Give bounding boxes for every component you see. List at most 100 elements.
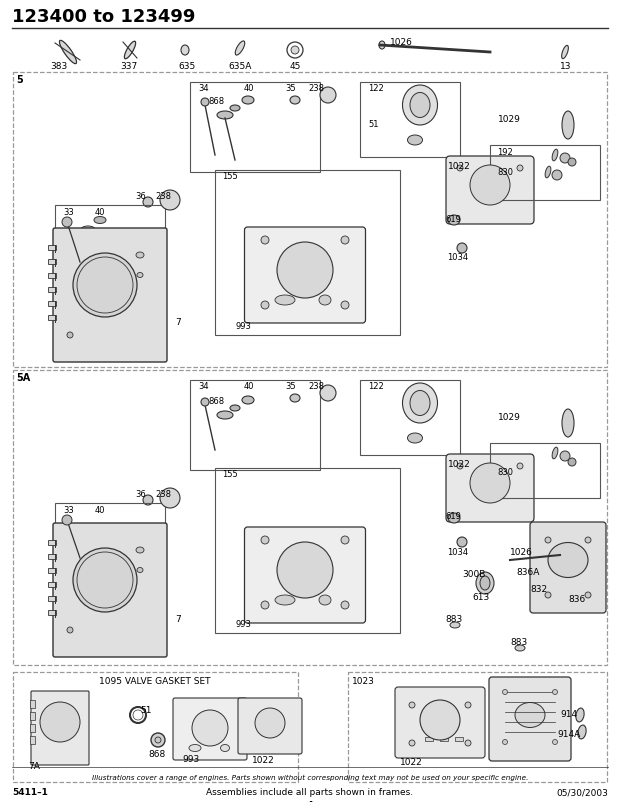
Text: Illustrations cover a range of engines. Parts shown without corresponding text m: Illustrations cover a range of engines. … — [92, 775, 528, 781]
Ellipse shape — [409, 702, 415, 708]
Bar — [48, 554, 56, 559]
Ellipse shape — [576, 708, 584, 722]
Text: 238: 238 — [155, 490, 171, 499]
Ellipse shape — [562, 46, 569, 59]
Bar — [13, 672, 298, 782]
Ellipse shape — [136, 252, 144, 258]
Bar — [48, 301, 56, 306]
Ellipse shape — [67, 332, 73, 338]
Text: 51: 51 — [368, 120, 378, 129]
Ellipse shape — [470, 165, 510, 205]
FancyBboxPatch shape — [53, 523, 167, 657]
Bar — [55, 503, 165, 568]
Ellipse shape — [420, 700, 460, 740]
Text: 868: 868 — [208, 97, 224, 106]
Ellipse shape — [125, 41, 136, 59]
Text: 35: 35 — [285, 382, 296, 391]
Bar — [55, 205, 165, 270]
Text: 993: 993 — [182, 755, 199, 764]
Ellipse shape — [457, 463, 463, 469]
Text: 4: 4 — [307, 801, 313, 802]
Text: 300B: 300B — [462, 570, 485, 579]
Ellipse shape — [502, 739, 508, 744]
Text: 33: 33 — [63, 506, 74, 515]
Ellipse shape — [402, 85, 438, 125]
Ellipse shape — [341, 236, 349, 244]
Text: 383: 383 — [50, 62, 67, 71]
Ellipse shape — [407, 433, 422, 443]
Ellipse shape — [275, 595, 295, 605]
Ellipse shape — [290, 96, 300, 104]
Text: 1023: 1023 — [352, 677, 375, 686]
Text: 13: 13 — [560, 62, 572, 71]
Ellipse shape — [137, 568, 143, 573]
FancyBboxPatch shape — [446, 454, 534, 522]
Ellipse shape — [137, 273, 143, 277]
FancyBboxPatch shape — [173, 698, 247, 760]
Ellipse shape — [81, 524, 95, 532]
Text: 7A: 7A — [28, 762, 40, 771]
FancyBboxPatch shape — [530, 522, 606, 613]
Ellipse shape — [217, 411, 233, 419]
Ellipse shape — [73, 548, 137, 612]
Ellipse shape — [242, 96, 254, 104]
FancyBboxPatch shape — [244, 227, 366, 323]
Text: 33: 33 — [63, 208, 74, 217]
Bar — [13, 370, 607, 665]
FancyBboxPatch shape — [489, 677, 571, 761]
Text: 40: 40 — [95, 208, 105, 217]
Text: 5411–1: 5411–1 — [12, 788, 48, 797]
Text: 5A: 5A — [16, 373, 30, 383]
Text: 914A: 914A — [557, 730, 580, 739]
Ellipse shape — [60, 40, 76, 63]
Ellipse shape — [568, 458, 576, 466]
Ellipse shape — [155, 737, 161, 743]
Text: 1022: 1022 — [448, 460, 471, 469]
Ellipse shape — [230, 105, 240, 111]
Text: 337: 337 — [120, 62, 137, 71]
Bar — [360, 380, 460, 455]
Bar — [455, 737, 463, 741]
Text: 05/30/2003: 05/30/2003 — [556, 788, 608, 797]
Text: 993: 993 — [235, 322, 251, 331]
FancyBboxPatch shape — [31, 691, 89, 765]
Ellipse shape — [552, 448, 558, 459]
Ellipse shape — [457, 537, 467, 547]
Ellipse shape — [136, 547, 144, 553]
Bar — [215, 170, 400, 335]
Ellipse shape — [181, 45, 189, 55]
Ellipse shape — [560, 451, 570, 461]
Text: 635A: 635A — [228, 62, 251, 71]
Text: 40: 40 — [244, 382, 254, 391]
Ellipse shape — [585, 592, 591, 598]
Ellipse shape — [578, 725, 586, 739]
Ellipse shape — [192, 710, 228, 746]
Ellipse shape — [465, 740, 471, 746]
Ellipse shape — [277, 542, 333, 598]
Text: 122: 122 — [368, 382, 384, 391]
Text: 832: 832 — [530, 585, 547, 594]
Bar — [215, 468, 400, 633]
Ellipse shape — [515, 703, 545, 727]
Bar — [348, 672, 607, 782]
Ellipse shape — [143, 197, 153, 207]
Ellipse shape — [160, 488, 180, 508]
Ellipse shape — [67, 627, 73, 633]
Text: 7: 7 — [175, 615, 181, 624]
Ellipse shape — [261, 536, 269, 544]
Text: 914: 914 — [560, 710, 577, 719]
Ellipse shape — [545, 537, 551, 543]
Ellipse shape — [448, 215, 460, 225]
Text: 836: 836 — [568, 595, 585, 604]
Ellipse shape — [189, 744, 201, 751]
Text: 1029: 1029 — [498, 115, 521, 124]
Ellipse shape — [160, 190, 180, 210]
Bar — [30, 736, 35, 744]
FancyBboxPatch shape — [238, 698, 302, 754]
Bar — [490, 145, 600, 200]
Text: 1022: 1022 — [448, 162, 471, 171]
Text: 635: 635 — [178, 62, 195, 71]
Ellipse shape — [476, 572, 494, 594]
Ellipse shape — [410, 92, 430, 118]
Text: 883: 883 — [445, 615, 463, 624]
